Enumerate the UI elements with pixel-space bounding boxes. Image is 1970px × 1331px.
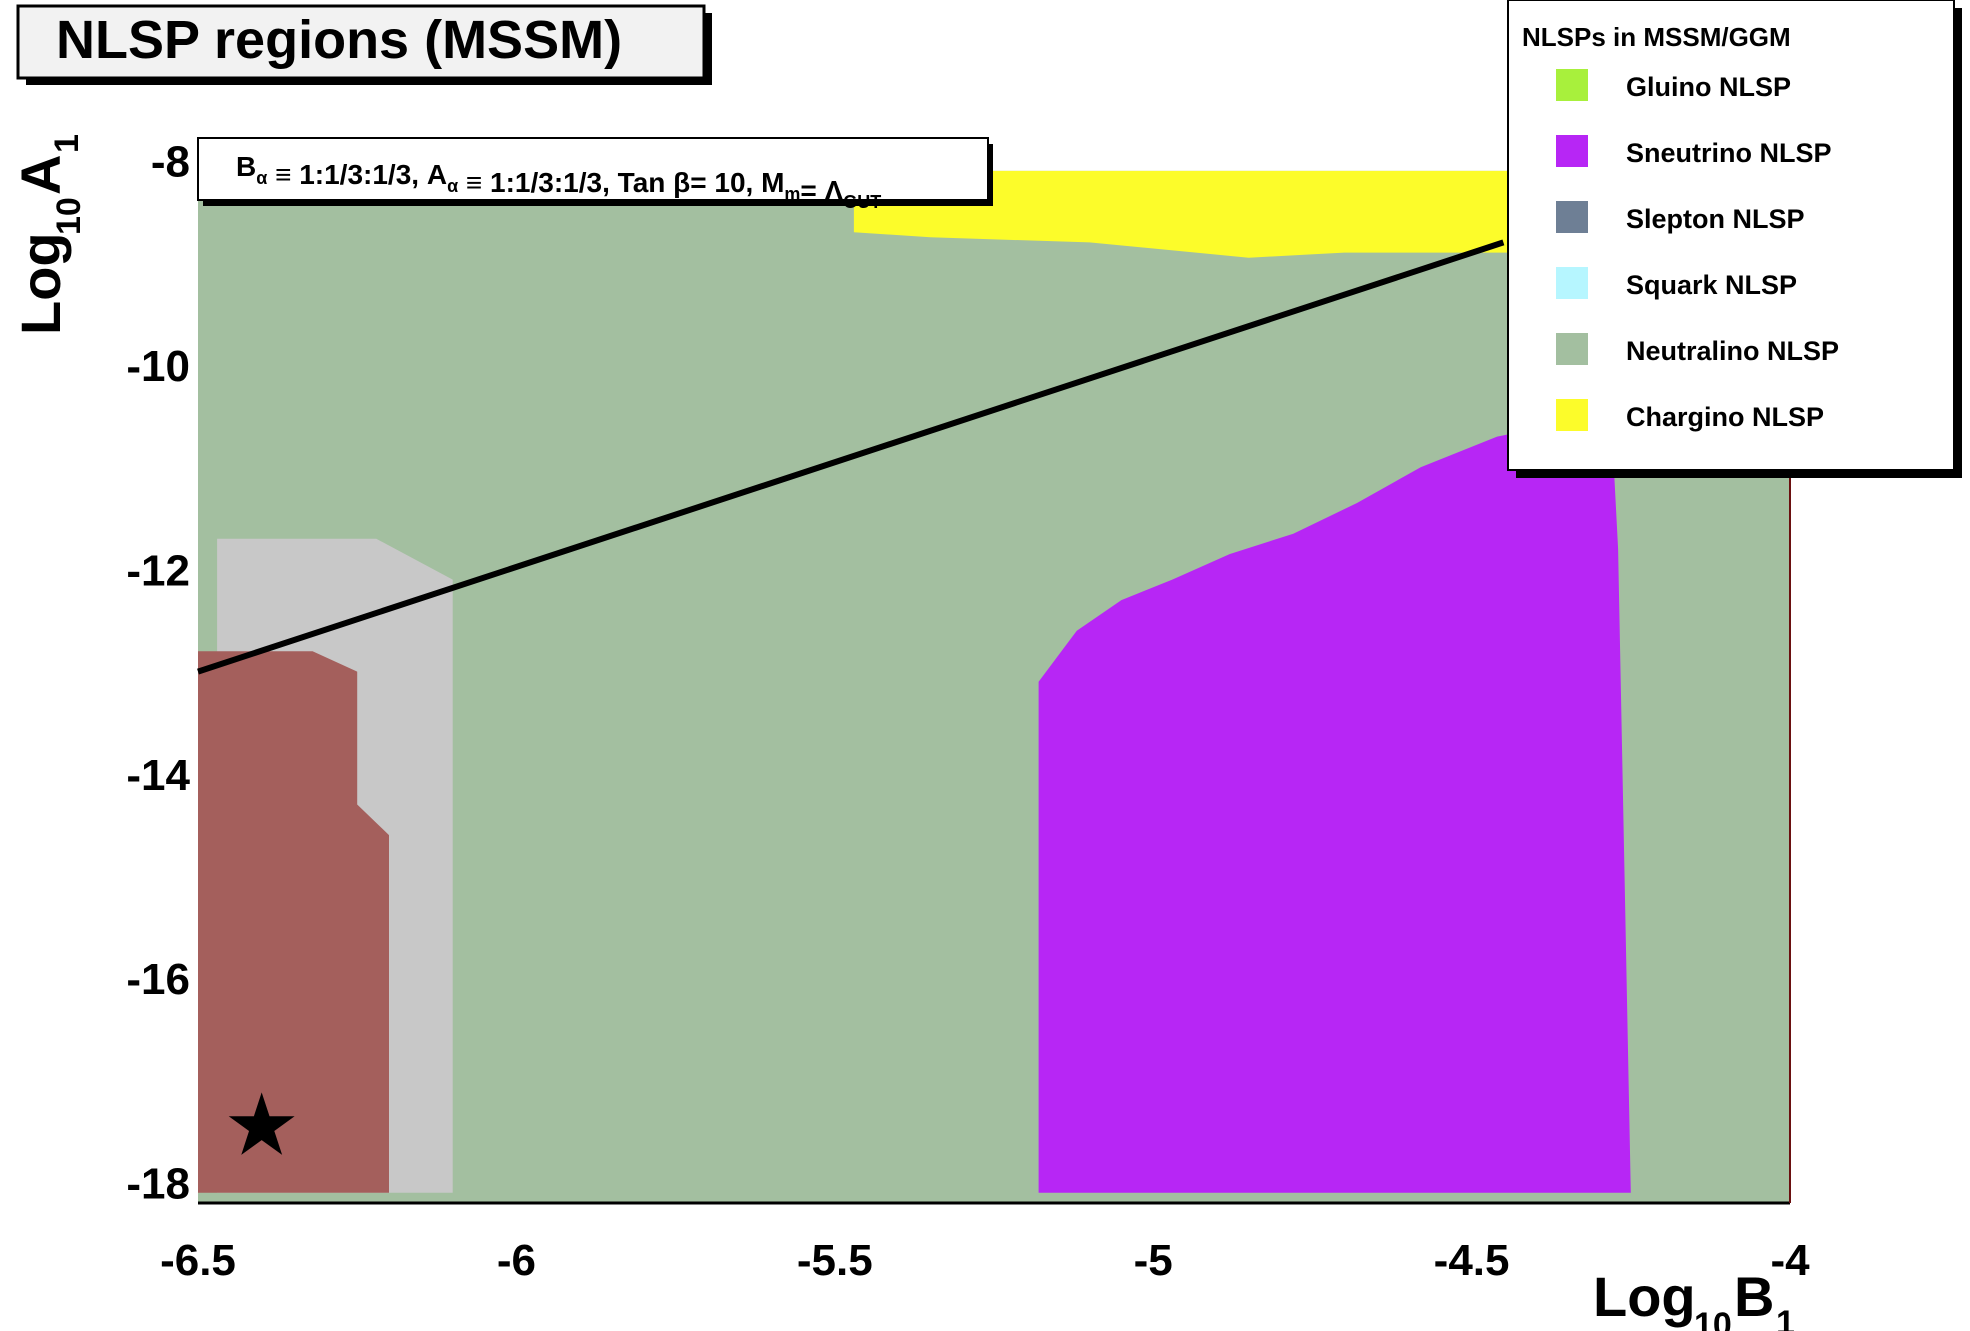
legend-swatch — [1556, 69, 1588, 101]
legend-swatch — [1556, 201, 1588, 233]
x-axis-label-var: B — [1734, 1265, 1774, 1328]
chart-title: NLSP regions (MSSM) — [56, 10, 622, 70]
legend-swatch — [1556, 267, 1588, 299]
marker-layer: ★ — [223, 1075, 300, 1175]
legend-title: NLSPs in MSSM/GGM — [1522, 22, 1791, 52]
legend: NLSPs in MSSM/GGM Gluino NLSP Sneutrino N… — [1507, 0, 1962, 478]
x-tick-label: -5 — [1134, 1236, 1173, 1285]
y-axis-label-base: Log — [9, 232, 72, 335]
legend-swatch — [1556, 333, 1588, 365]
x-axis-label-idx: 1 — [1776, 1304, 1795, 1331]
chargino-region — [853, 170, 1536, 258]
legend-label: Slepton NLSP — [1626, 204, 1805, 234]
y-tick-label: -8 — [151, 138, 190, 187]
legend-label: Neutralino NLSP — [1626, 336, 1839, 366]
parameter-text: Bα ≡ 1:1/3:1/3, Aα ≡ 1:1/3:1/3, Tan β= 1… — [236, 151, 881, 212]
x-axis-label-base: Log — [1593, 1265, 1696, 1328]
regions-layer — [198, 170, 1790, 1203]
y-axis-label-idx: 1 — [48, 134, 86, 153]
legend-label: Chargino NLSP — [1626, 402, 1824, 432]
y-tick-labels: -8 -10 -12 -14 -16 -18 — [126, 138, 190, 1209]
x-tick-label: -4 — [1770, 1236, 1810, 1285]
y-axis-label: Log 10 A 1 — [9, 134, 88, 335]
star-marker: ★ — [223, 1075, 300, 1175]
line-layer — [197, 239, 1505, 675]
y-tick-label: -10 — [126, 342, 190, 391]
legend-label: Squark NLSP — [1626, 270, 1797, 300]
y-tick-label: -18 — [126, 1160, 190, 1209]
x-tick-labels: -6.5 -6 -5.5 -5 -4.5 -4 — [160, 1236, 1810, 1285]
x-tick-label: -6 — [497, 1236, 536, 1285]
y-axis-label-var: A — [9, 155, 72, 195]
legend-swatch — [1556, 135, 1588, 167]
legend-label: Sneutrino NLSP — [1626, 138, 1832, 168]
x-axis-label-sub: 10 — [1694, 1306, 1732, 1331]
boundary-line — [197, 239, 1505, 675]
y-axis-label-sub: 10 — [50, 197, 88, 235]
x-axis-label: Log 10 B 1 — [1593, 1265, 1795, 1331]
y-tick-label: -14 — [126, 751, 190, 800]
legend-label: Gluino NLSP — [1626, 72, 1791, 102]
parameter-box: Bα ≡ 1:1/3:1/3, Aα ≡ 1:1/3:1/3, Tan β= 1… — [197, 137, 993, 212]
x-tick-label: -4.5 — [1434, 1236, 1510, 1285]
brown-region — [198, 651, 389, 1193]
x-tick-label: -6.5 — [160, 1236, 236, 1285]
x-tick-label: -5.5 — [797, 1236, 873, 1285]
legend-swatch — [1556, 399, 1588, 431]
title-box: NLSP regions (MSSM) — [16, 4, 712, 85]
sneutrino-region — [1038, 426, 1631, 1193]
y-tick-label: -12 — [126, 546, 190, 595]
y-tick-label: -16 — [126, 955, 190, 1004]
